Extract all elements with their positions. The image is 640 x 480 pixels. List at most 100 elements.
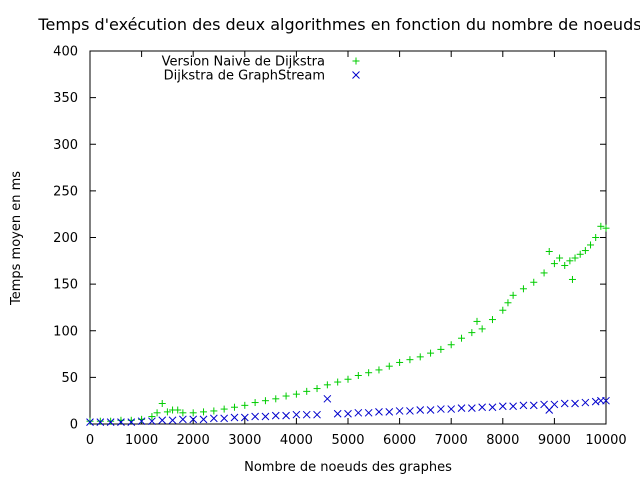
data-point (364, 408, 373, 417)
data-point (158, 399, 166, 407)
data-point (406, 407, 414, 415)
y-tick-label: 50 (61, 371, 78, 386)
data-point (571, 254, 579, 262)
data-point (302, 410, 311, 419)
x-axis: 0 1000 2000 3000 4000 5000 6000 7000 8000 9000 100… (86, 51, 627, 448)
data-point (488, 403, 497, 412)
x-axis-label: Nombre de noeuds des graphes (244, 460, 452, 475)
y-axis-label: Temps moyen en ms (9, 171, 24, 306)
data-point (592, 234, 600, 241)
data-point (230, 413, 239, 422)
data-point (457, 404, 466, 413)
data-point (458, 334, 466, 342)
series-1 (86, 222, 610, 425)
data-point (344, 375, 352, 383)
data-point (529, 401, 538, 410)
data-point (189, 415, 198, 424)
data-point (153, 409, 161, 417)
data-point (117, 418, 125, 426)
data-point (550, 260, 558, 268)
y-axis: 0 50 100 150 200 250 300 350 400 (53, 45, 606, 433)
data-point (96, 418, 105, 426)
data-point (158, 416, 167, 425)
data-point (292, 410, 301, 419)
data-point (478, 325, 486, 333)
data-point (334, 378, 342, 386)
data-point (365, 369, 373, 377)
data-point (545, 247, 553, 255)
x-tick-label: 2000 (177, 433, 210, 448)
data-point (478, 403, 487, 412)
data-point (550, 400, 559, 409)
data-point (509, 291, 517, 299)
data-point (426, 406, 435, 414)
x-tick-label: 10000 (585, 433, 626, 448)
data-point (240, 413, 249, 422)
data-point (587, 241, 595, 249)
data-point (576, 250, 584, 258)
y-tick-label: 0 (70, 418, 78, 433)
data-point (488, 316, 496, 324)
data-point (473, 317, 481, 325)
data-point (540, 269, 548, 277)
x-tick-label: 7000 (435, 433, 468, 448)
data-point (504, 299, 512, 307)
data-point (323, 381, 331, 389)
data-point (581, 398, 590, 407)
data-point (179, 409, 187, 417)
data-point (163, 408, 171, 416)
legend-marker (352, 57, 360, 65)
data-point (344, 409, 352, 418)
data-point (210, 407, 218, 415)
data-point (179, 415, 187, 424)
y-tick-label: 100 (53, 324, 78, 339)
data-points (86, 222, 610, 426)
data-point (107, 417, 115, 425)
data-point (602, 396, 610, 405)
data-point (209, 414, 218, 423)
data-point (261, 397, 269, 405)
data-point (468, 329, 476, 337)
data-point (168, 416, 177, 425)
data-point (230, 403, 238, 411)
data-point (602, 224, 610, 232)
data-point (499, 306, 507, 314)
data-point (385, 362, 393, 370)
data-point (282, 392, 290, 400)
data-point (148, 417, 156, 426)
x-tick-label: 3000 (228, 433, 261, 448)
legend-label: Dijkstra de GraphStream (164, 69, 325, 84)
data-point (86, 418, 94, 426)
data-point (251, 399, 259, 407)
data-point (447, 405, 456, 413)
data-point (96, 417, 104, 425)
data-point (498, 402, 507, 411)
data-point (375, 366, 383, 374)
data-point (556, 254, 564, 262)
data-point (566, 257, 574, 265)
data-point (427, 349, 435, 357)
data-point (437, 345, 445, 353)
x-tick-label: 1000 (125, 433, 158, 448)
data-point (174, 406, 182, 414)
data-point (323, 394, 332, 403)
data-point (530, 278, 538, 286)
data-point (581, 247, 589, 255)
x-tick-label: 9000 (538, 433, 571, 448)
data-point (560, 399, 569, 408)
data-point (271, 411, 280, 420)
data-point (385, 408, 394, 416)
data-point (597, 222, 605, 230)
data-point (106, 418, 115, 426)
y-tick-label: 350 (53, 91, 78, 106)
data-point (416, 406, 425, 414)
plot-frame (89, 50, 607, 425)
y-tick-label: 300 (53, 138, 78, 153)
data-point (282, 411, 290, 420)
data-point (137, 417, 146, 426)
data-point (509, 402, 517, 411)
data-point (313, 410, 321, 419)
data-point (447, 341, 455, 349)
x-tick-label: 8000 (486, 433, 519, 448)
